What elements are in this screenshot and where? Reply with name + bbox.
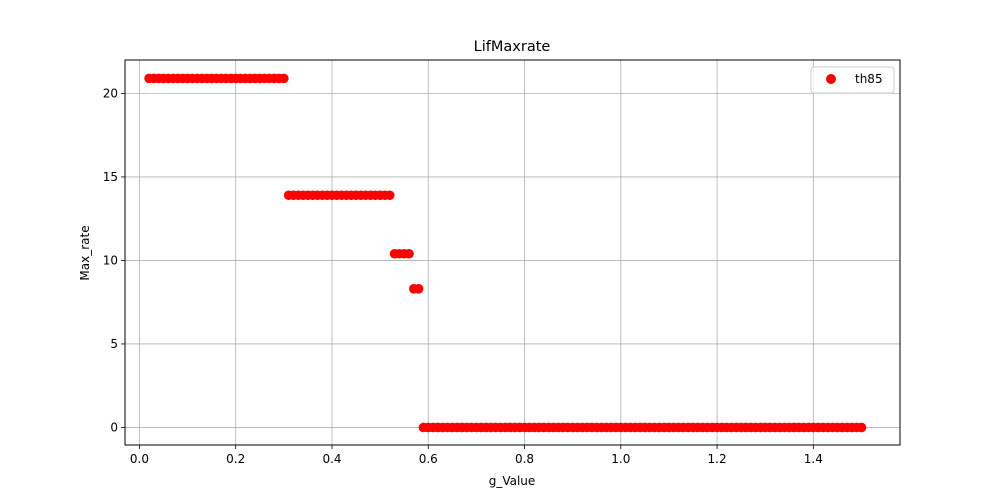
legend-label: th85 (855, 72, 883, 86)
data-point (279, 73, 289, 84)
chart-title: LifMaxrate (474, 39, 551, 55)
data-points (144, 73, 867, 433)
y-tick-label: 0 (110, 420, 118, 434)
plot-frame (124, 59, 901, 446)
x-tick-label: 0.2 (226, 452, 245, 466)
x-tick-label: 0.0 (130, 452, 149, 466)
x-tick-label: 1.2 (708, 452, 727, 466)
y-tick-label: 20 (103, 86, 118, 100)
x-tick-label: 0.4 (322, 452, 341, 466)
x-tick-label: 1.4 (804, 452, 823, 466)
x-tick-label: 1.0 (611, 452, 630, 466)
x-tick-label: 0.6 (419, 452, 438, 466)
grid (125, 60, 900, 445)
data-point (404, 248, 414, 259)
x-tick-label: 0.8 (515, 452, 534, 466)
y-axis-ticks: 0 5 10 15 20 (103, 86, 125, 434)
y-tick-label: 15 (103, 170, 118, 184)
y-axis-label: Max_rate (78, 225, 92, 280)
legend: th85 (810, 66, 895, 94)
legend-box (810, 66, 895, 94)
x-axis-ticks: 0.0 0.2 0.4 0.6 0.8 1.0 1.2 1.4 (130, 445, 823, 466)
data-point (413, 284, 424, 294)
legend-marker (826, 74, 836, 84)
x-axis-label: g_Value (489, 474, 536, 488)
data-point (856, 422, 867, 433)
y-tick-label: 5 (110, 337, 118, 351)
data-point (384, 190, 395, 201)
y-tick-label: 10 (103, 253, 118, 267)
